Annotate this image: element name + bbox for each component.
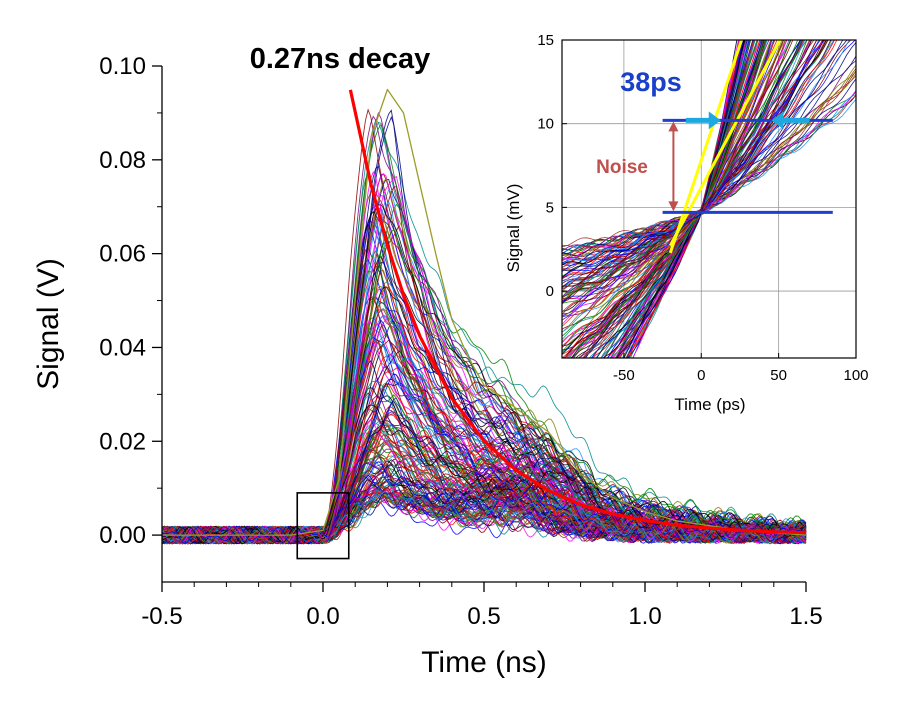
inset-trace	[609, 40, 749, 358]
inset-x-tick-label: 50	[770, 367, 787, 384]
main-y-label: Signal (V)	[32, 258, 65, 390]
inset-trace	[562, 40, 784, 297]
zoom-box	[296, 492, 350, 560]
main-x-tick-label: 0.5	[467, 603, 500, 630]
main-fit-layer	[348, 89, 807, 535]
inset-y-tick-label: 5	[546, 199, 554, 216]
main-y-tick-label: 0.00	[99, 522, 146, 549]
main-y-tick-label: 0.04	[99, 334, 146, 361]
main-y-tick-label: 0.08	[99, 147, 146, 174]
outlier-trace	[162, 88, 807, 536]
main-y-tick-label: 0.10	[99, 53, 146, 80]
decay-fit-line	[348, 89, 807, 535]
main-x-tick-label: 1.5	[789, 603, 822, 630]
main-trace	[161, 309, 807, 545]
main-trace	[161, 285, 807, 545]
inset-trace	[562, 95, 856, 259]
inset-chart: -50 0 50 100 0 5 10 15 38ps Noise Time (ps) Sig…	[504, 32, 869, 414]
main-trace	[161, 321, 807, 545]
inset-extreme-slope-line	[668, 40, 782, 247]
main-trace	[161, 480, 807, 545]
noise-arrow-head-down	[668, 201, 679, 212]
jitter-arrow-left-head	[708, 111, 721, 130]
main-x-tick-label: 0.0	[306, 603, 339, 630]
noise-arrow-head-up	[668, 121, 679, 132]
main-y-tick-label: 0.06	[99, 241, 146, 268]
inset-y-tick-label: 0	[546, 283, 554, 300]
inset-extreme-slope-line	[668, 40, 744, 254]
inset-trace	[562, 40, 835, 269]
inset-annotations	[662, 111, 833, 214]
inset-noise-label: Noise	[596, 157, 648, 178]
inset-traces	[562, 40, 856, 358]
inset-trace	[615, 40, 743, 358]
inset-trace	[623, 40, 744, 358]
inset-x-label: Time (ps)	[674, 395, 745, 414]
inset-jitter-label: 38ps	[620, 67, 682, 97]
jitter-arrow-right-head	[771, 111, 784, 130]
inset-y-label: Signal (mV)	[504, 184, 523, 273]
main-trace	[161, 404, 807, 545]
inset-x-tick-label: 0	[697, 367, 705, 384]
main-traces	[161, 88, 807, 545]
main-x-tick-label: 1.0	[628, 603, 661, 630]
inset-ticks: -50 0 50 100 0 5 10 15	[537, 32, 868, 384]
main-trace	[161, 396, 807, 545]
inset-x-tick-label: 100	[843, 367, 868, 384]
inset-x-tick-label: -50	[613, 367, 635, 384]
main-chart: -0.5 0.0 0.5 1.0 1.5 0.00 0.02 0.04 0.06 0.08 0.10…	[32, 43, 823, 679]
main-ticks: -0.5 0.0 0.5 1.0 1.5 0.00 0.02 0.04 0.06 0.08 0.10	[99, 53, 822, 630]
inset-y-tick-label: 10	[537, 116, 554, 133]
inset-trace	[562, 40, 785, 343]
main-x-label: Time (ns)	[421, 646, 547, 679]
main-y-tick-label: 0.02	[99, 428, 146, 455]
inset-extreme-slopes	[668, 40, 782, 254]
inset-trace	[562, 40, 825, 279]
main-title: 0.27ns decay	[250, 43, 431, 75]
main-x-tick-label: -0.5	[141, 603, 182, 630]
inset-y-tick-label: 15	[537, 32, 554, 49]
inset-frame	[561, 39, 857, 359]
